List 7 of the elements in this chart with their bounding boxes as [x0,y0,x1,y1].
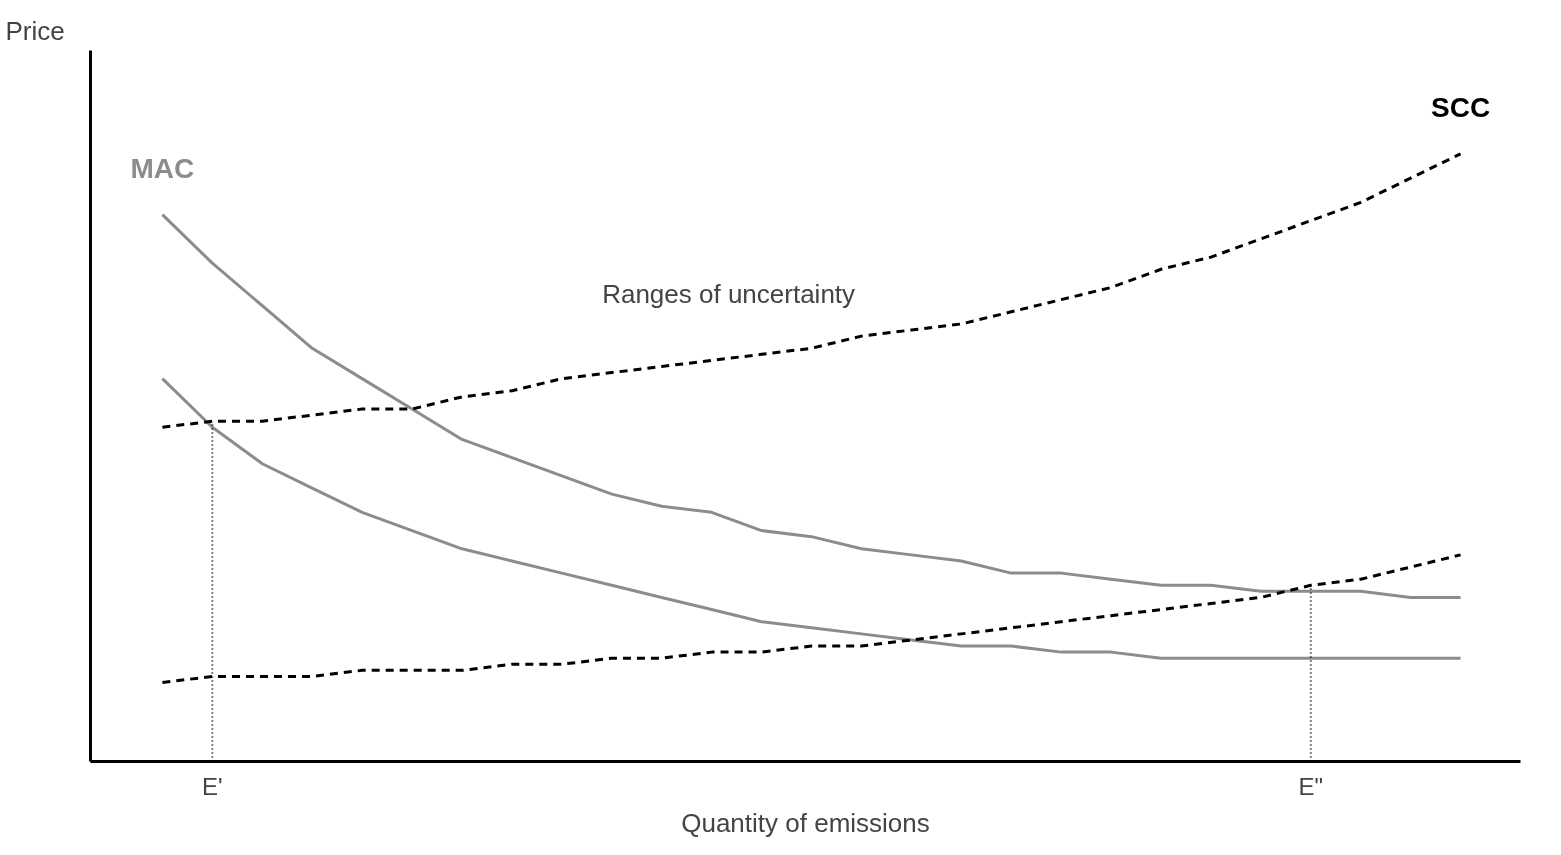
y-axis-title: Price [5,15,65,46]
x-tick-label: E" [1298,772,1324,800]
annotation: Ranges of uncertainty [602,278,856,309]
x-tick-label: E' [202,772,223,800]
series-label: MAC [130,153,195,185]
x-axis-title: Quantity of emissions [681,807,930,838]
series-label: SCC [1431,92,1491,124]
